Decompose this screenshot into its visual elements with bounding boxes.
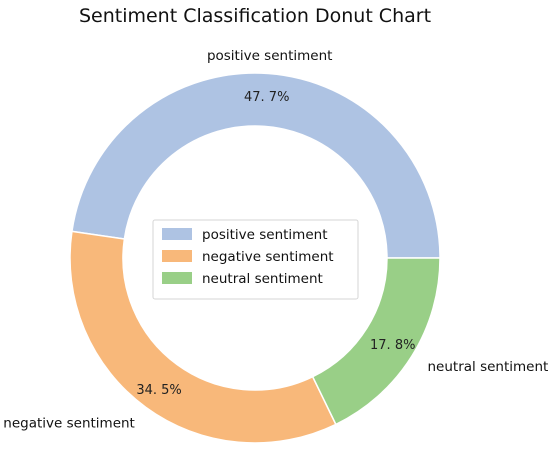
slice-percent-labels: 47. 7% 34. 5% 17. 8% bbox=[136, 90, 415, 398]
label-neutral-sentiment: neutral sentiment bbox=[428, 359, 549, 375]
slice-neutral-sentiment bbox=[311, 257, 441, 426]
legend-label-positive-sentiment: positive sentiment bbox=[202, 227, 328, 243]
legend-swatch-positive-sentiment bbox=[162, 228, 192, 240]
percent-neutral-sentiment: 17. 8% bbox=[370, 338, 415, 353]
percent-negative-sentiment: 34. 5% bbox=[136, 383, 181, 398]
donut-slices bbox=[69, 72, 441, 444]
legend-label-neutral-sentiment: neutral sentiment bbox=[202, 271, 323, 287]
legend-label-negative-sentiment: negative sentiment bbox=[202, 249, 334, 265]
slice-category-labels: positive sentiment negative sentiment neut… bbox=[3, 48, 548, 431]
legend: positive sentiment negative sentiment neut… bbox=[152, 219, 359, 300]
legend-swatch-neutral-sentiment bbox=[162, 272, 192, 284]
legend-swatch-negative-sentiment bbox=[162, 250, 192, 262]
chart-title: Sentiment Classification Donut Chart bbox=[79, 5, 431, 27]
label-positive-sentiment: positive sentiment bbox=[207, 48, 333, 64]
percent-positive-sentiment: 47. 7% bbox=[244, 90, 289, 105]
slice-negative-sentiment bbox=[69, 230, 337, 444]
label-negative-sentiment: negative sentiment bbox=[3, 415, 135, 431]
slice-positive-sentiment bbox=[71, 72, 441, 259]
legend-box bbox=[152, 219, 359, 300]
